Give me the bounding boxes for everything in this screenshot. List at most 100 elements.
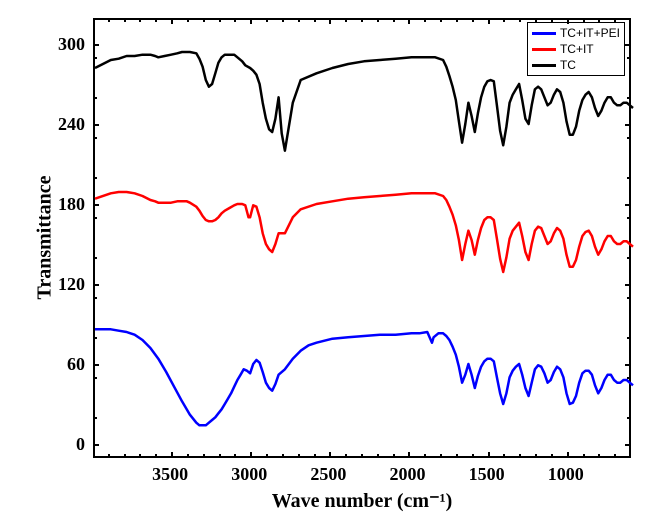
x-minor-tick	[551, 454, 553, 458]
x-minor-tick	[583, 18, 585, 22]
y-tick-mark	[93, 124, 99, 126]
x-minor-tick	[266, 18, 268, 22]
x-tick-mark	[329, 452, 331, 458]
y-tick-label: 120	[58, 274, 85, 295]
x-minor-tick	[503, 18, 505, 22]
x-minor-tick	[234, 18, 236, 22]
x-minor-tick	[614, 18, 616, 22]
x-minor-tick	[393, 454, 395, 458]
x-tick-label: 3500	[152, 464, 188, 485]
x-minor-tick	[219, 18, 221, 22]
x-minor-tick	[108, 454, 110, 458]
y-tick-mark	[625, 284, 631, 286]
legend-label: TC+IT	[560, 42, 594, 56]
x-minor-tick	[472, 18, 474, 22]
legend-swatch	[532, 64, 556, 67]
y-tick-mark	[93, 44, 99, 46]
x-tick-mark	[250, 452, 252, 458]
x-minor-tick	[266, 454, 268, 458]
x-tick-label: 1000	[548, 464, 584, 485]
x-tick-mark	[567, 18, 569, 24]
y-tick-mark	[625, 44, 631, 46]
chart-container: TC+IT+PEITC+ITTC Transmittance Wave numb…	[0, 0, 646, 519]
y-tick-mark	[93, 364, 99, 366]
y-minor-tick	[627, 337, 631, 339]
y-tick-label: 60	[67, 354, 85, 375]
legend-item: TC+IT+PEI	[532, 25, 620, 41]
x-tick-mark	[488, 18, 490, 24]
series-canvas	[95, 20, 633, 460]
x-minor-tick	[345, 18, 347, 22]
x-minor-tick	[598, 18, 600, 22]
y-minor-tick	[93, 257, 97, 259]
x-tick-mark	[567, 452, 569, 458]
x-minor-tick	[519, 18, 521, 22]
y-minor-tick	[627, 137, 631, 139]
x-minor-tick	[456, 454, 458, 458]
x-minor-tick	[108, 18, 110, 22]
y-minor-tick	[93, 337, 97, 339]
y-tick-mark	[93, 444, 99, 446]
x-minor-tick	[535, 18, 537, 22]
x-minor-tick	[535, 454, 537, 458]
x-minor-tick	[614, 454, 616, 458]
x-tick-mark	[171, 452, 173, 458]
x-minor-tick	[314, 18, 316, 22]
y-tick-mark	[625, 364, 631, 366]
x-tick-label: 1500	[469, 464, 505, 485]
x-minor-tick	[124, 18, 126, 22]
x-axis-label: Wave number (cm⁻¹)	[93, 488, 631, 513]
y-minor-tick	[627, 257, 631, 259]
x-minor-tick	[155, 454, 157, 458]
legend-swatch	[532, 32, 556, 35]
x-minor-tick	[139, 454, 141, 458]
x-minor-tick	[234, 454, 236, 458]
series-TC+IT+PEI	[95, 329, 633, 425]
x-minor-tick	[377, 454, 379, 458]
x-tick-mark	[250, 18, 252, 24]
y-minor-tick	[93, 417, 97, 419]
y-tick-label: 0	[76, 434, 85, 455]
x-minor-tick	[424, 18, 426, 22]
y-minor-tick	[93, 57, 97, 59]
x-minor-tick	[424, 454, 426, 458]
x-minor-tick	[139, 18, 141, 22]
x-minor-tick	[314, 454, 316, 458]
x-minor-tick	[503, 454, 505, 458]
y-minor-tick	[93, 377, 97, 379]
y-minor-tick	[627, 97, 631, 99]
x-minor-tick	[519, 454, 521, 458]
x-tick-label: 3000	[231, 464, 267, 485]
series-TC+IT	[95, 192, 633, 272]
x-minor-tick	[203, 18, 205, 22]
x-minor-tick	[440, 454, 442, 458]
x-minor-tick	[124, 454, 126, 458]
legend-item: TC+IT	[532, 41, 620, 57]
x-tick-label: 2500	[310, 464, 346, 485]
x-minor-tick	[345, 454, 347, 458]
y-axis-label: Transmittance	[34, 163, 57, 313]
x-minor-tick	[393, 18, 395, 22]
x-minor-tick	[440, 18, 442, 22]
x-minor-tick	[298, 454, 300, 458]
y-tick-mark	[93, 204, 99, 206]
x-minor-tick	[155, 18, 157, 22]
y-minor-tick	[93, 97, 97, 99]
legend: TC+IT+PEITC+ITTC	[527, 22, 625, 76]
y-tick-label: 180	[58, 194, 85, 215]
legend-swatch	[532, 48, 556, 51]
y-minor-tick	[627, 377, 631, 379]
x-minor-tick	[282, 454, 284, 458]
y-tick-mark	[625, 124, 631, 126]
y-minor-tick	[627, 177, 631, 179]
y-tick-mark	[625, 204, 631, 206]
x-tick-mark	[171, 18, 173, 24]
x-tick-mark	[408, 18, 410, 24]
x-minor-tick	[598, 454, 600, 458]
x-minor-tick	[219, 454, 221, 458]
x-tick-label: 2000	[389, 464, 425, 485]
x-minor-tick	[361, 454, 363, 458]
x-tick-mark	[408, 452, 410, 458]
x-minor-tick	[472, 454, 474, 458]
y-minor-tick	[627, 417, 631, 419]
